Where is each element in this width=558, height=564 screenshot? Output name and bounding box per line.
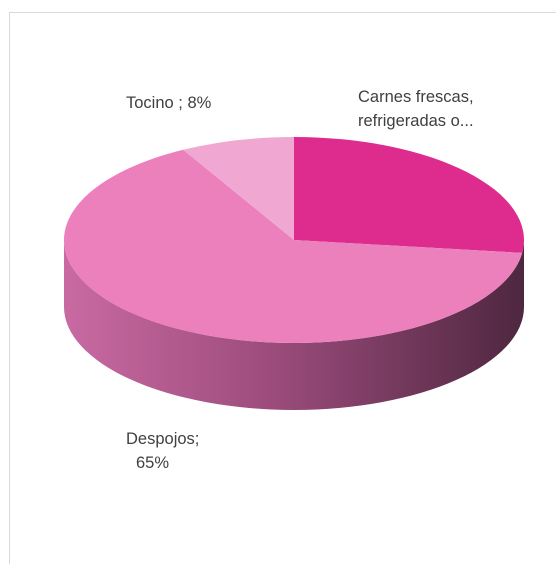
data-label-line: refrigeradas o... [358,112,474,130]
data-label-line: Despojos; [126,430,199,448]
pie-slice-despojos [63,149,523,343]
data-label-line: Carnes frescas, [358,88,474,106]
pie-slice-tocino [183,137,294,240]
data-label-line: Tocino ; 8% [126,94,212,112]
data-label-line: 65% [136,454,169,472]
pie-side [64,240,524,410]
pie-slice-carnes [294,137,524,253]
data-label-tocino: Tocino ; 8% [126,94,212,112]
data-label-carnes: Carnes frescas, refrigeradas o... [358,88,474,130]
data-label-despojos: Despojos; 65% [126,430,199,472]
